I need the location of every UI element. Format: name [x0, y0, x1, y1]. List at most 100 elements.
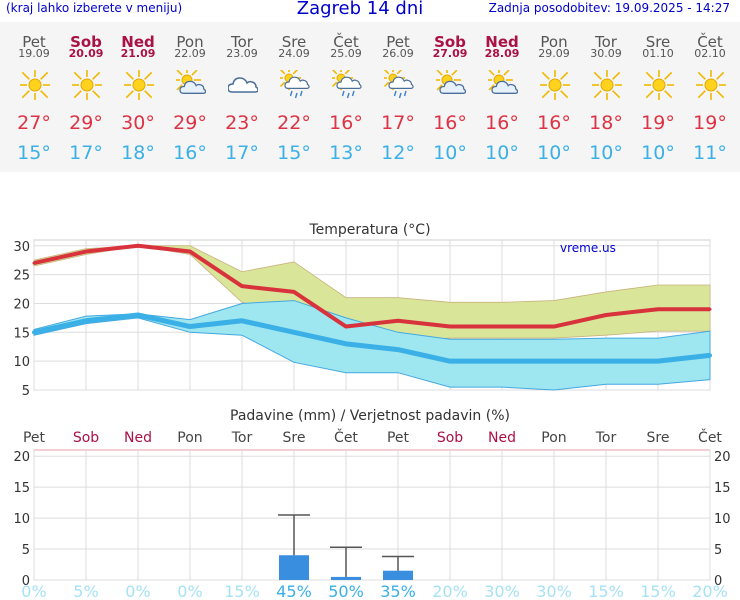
- max-temperature: 22°: [277, 112, 311, 134]
- min-temperature-point: [292, 330, 296, 335]
- min-temperature-point: [552, 359, 556, 364]
- day-date: 20.09: [68, 47, 104, 60]
- min-temperature-point: [240, 318, 244, 323]
- sun-icon: [72, 70, 102, 100]
- precipitation-day-label: Tor: [231, 430, 253, 446]
- min-temperature-line: [33, 312, 711, 364]
- max-temperature-point: [84, 250, 88, 254]
- day-name: Pet: [22, 33, 46, 51]
- min-temperature-point: [396, 347, 400, 352]
- min-temperature: 10°: [433, 142, 467, 164]
- forecast-strip: Pet 19.09 27° 15° Sob 20.09 29° 17° Ned 21.09 30° 1…: [0, 22, 740, 172]
- y-tick-label-right: 5: [714, 543, 722, 558]
- min-temperature: 17°: [69, 142, 103, 164]
- precipitation-probability: 35%: [380, 582, 416, 600]
- precipitation-day-label: Pet: [387, 430, 410, 446]
- sun-icon: [696, 70, 726, 100]
- precipitation-bar: [383, 570, 413, 580]
- max-temperature: 19°: [641, 112, 675, 134]
- partly-cloudy-icon: [176, 70, 206, 94]
- day-date: 26.09: [382, 47, 414, 60]
- day-name: Pon: [540, 33, 568, 51]
- precipitation-bar: [331, 576, 361, 580]
- y-tick-label-left: 20: [13, 450, 30, 465]
- sun-cloud-rain-icon: [384, 70, 414, 99]
- min-temperature: 10°: [641, 142, 675, 164]
- watermark-text: vreme.us: [560, 241, 616, 255]
- precipitation-probability: 15%: [224, 582, 260, 600]
- day-date: 22.09: [174, 47, 206, 60]
- y-tick-label-right: 20: [714, 450, 731, 465]
- precipitation-day-label: Pet: [23, 430, 46, 446]
- day-name: Sob: [70, 33, 102, 51]
- day-name: Ned: [485, 33, 519, 51]
- day-name: Tor: [231, 33, 253, 51]
- precipitation-probability: 0%: [177, 582, 202, 600]
- min-temperature: 10°: [589, 142, 623, 164]
- location-menu-hint[interactable]: (kraj lahko izberete v meniju): [6, 1, 183, 15]
- precipitation-probability: 50%: [328, 582, 364, 600]
- max-temperature-point: [136, 244, 140, 248]
- y-tick-label-right: 15: [714, 481, 731, 496]
- min-temperature: 12°: [381, 142, 415, 164]
- precipitation-day-label: Tor: [595, 430, 617, 446]
- y-tick-label-left: 5: [22, 543, 30, 558]
- day-date: 27.09: [432, 47, 468, 60]
- day-name: Tor: [595, 33, 617, 51]
- precipitation-plot-area: [33, 449, 711, 581]
- day-name: Ned: [121, 33, 155, 51]
- max-temperature-point: [396, 319, 400, 323]
- min-temperature-point: [188, 324, 192, 329]
- min-temperature-point: [604, 359, 608, 364]
- precipitation-day-label: Čet: [698, 428, 722, 446]
- y-tick-label-left: 0: [22, 574, 30, 589]
- precipitation-day-label: Ned: [488, 430, 516, 446]
- precipitation-day-label: Sob: [73, 430, 99, 446]
- day-name: Sre: [645, 33, 671, 51]
- max-temperature-point: [448, 325, 452, 329]
- day-date: 02.10: [694, 47, 726, 60]
- sun-icon: [540, 70, 570, 100]
- sun-cloud-rain-icon: [280, 70, 310, 99]
- max-temperature: 23°: [225, 112, 259, 134]
- last-updated: Zadnja posodobitev: 19.09.2025 - 14:27: [488, 1, 730, 15]
- day-date: 30.09: [590, 47, 622, 60]
- day-name: Čet: [333, 33, 359, 51]
- max-temperature-point: [552, 325, 556, 329]
- day-date: 29.09: [538, 47, 570, 60]
- max-temperature-point: [708, 307, 712, 311]
- max-temperature-point: [188, 250, 192, 254]
- min-temperature: 10°: [537, 142, 571, 164]
- precipitation-probability: 5%: [73, 582, 98, 600]
- partly-cloudy-icon: [436, 70, 466, 94]
- max-temperature-point: [32, 261, 36, 265]
- day-date: 21.09: [120, 47, 156, 60]
- day-name: Sob: [434, 33, 466, 51]
- max-temperature: 29°: [69, 112, 103, 134]
- precipitation-probability: 20%: [692, 582, 728, 600]
- precipitation-probability: 15%: [640, 582, 676, 600]
- day-date: 19.09: [18, 47, 50, 60]
- sun-icon: [644, 70, 674, 100]
- y-tick-label: 10: [13, 355, 30, 370]
- precipitation-probability: 0%: [21, 582, 46, 600]
- max-temperature-point: [240, 284, 244, 288]
- precipitation-probability: 45%: [276, 582, 312, 600]
- min-temperature: 16°: [173, 142, 207, 164]
- max-temperature-point: [604, 313, 608, 317]
- day-date: 23.09: [226, 47, 258, 60]
- day-name: Pet: [386, 33, 410, 51]
- y-tick-label: 30: [13, 240, 30, 255]
- min-temperature: 15°: [17, 142, 51, 164]
- max-temperature-point: [500, 325, 504, 329]
- max-temperature-point: [656, 307, 660, 311]
- y-tick-label-left: 15: [13, 481, 30, 496]
- min-temperature: 11°: [693, 142, 727, 164]
- sun-icon: [20, 70, 50, 100]
- max-temperature: 30°: [121, 112, 155, 134]
- day-name: Čet: [697, 33, 723, 51]
- min-temperature-point: [32, 330, 36, 335]
- y-tick-label: 15: [13, 326, 30, 341]
- y-tick-label-left: 10: [13, 512, 30, 527]
